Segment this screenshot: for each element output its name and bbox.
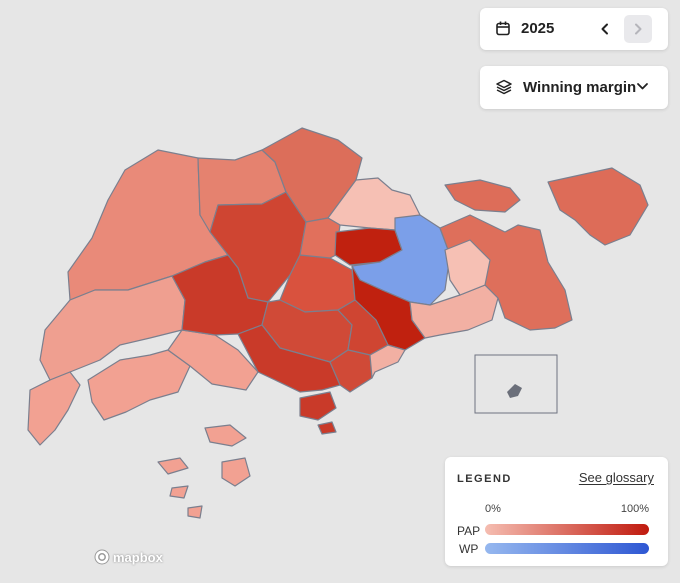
selected-year: 2025 [521,20,555,37]
map-region-pasir-ris-light[interactable] [444,239,491,296]
chevron-down-icon [636,80,649,98]
map-region-mountbatten[interactable] [369,344,406,379]
legend-pap-gradient [485,524,649,535]
map-region-sengkang[interactable] [327,177,421,231]
map-region-punggol[interactable] [299,217,341,259]
layers-icon [496,79,512,100]
legend-pap-label: PAP [457,524,481,538]
legend-panel: LEGEND See glossary 0% 100% PAP WP [445,457,668,566]
see-glossary-link[interactable]: See glossary [578,470,654,485]
map-region-tuas[interactable] [27,371,81,446]
map-region-island-2[interactable] [157,457,189,475]
legend-title: LEGEND [457,473,512,485]
mapbox-wordmark: mapbox [113,549,163,565]
map-inset-frame [474,354,558,414]
previous-year-button[interactable] [592,16,618,42]
legend-wp-label: WP [459,542,479,556]
map-region-island-3[interactable] [221,457,251,487]
map-region-island-6[interactable] [317,421,337,435]
calendar-icon [496,21,510,41]
layer-dropdown[interactable]: Winning margin [480,66,668,109]
map-region-east-coast[interactable] [409,284,499,339]
map-region-west-coast[interactable] [87,349,191,421]
year-selector: 2025 [480,8,668,50]
next-year-button[interactable] [624,15,652,43]
map-region-sentosa[interactable] [299,391,337,421]
map-attribution[interactable]: mapbox [94,549,163,565]
legend-scale-min: 0% [485,503,501,515]
map-region-island-5[interactable] [187,505,203,519]
mapbox-logo-icon [94,549,110,565]
map-region-jurong[interactable] [39,275,186,381]
legend-wp-gradient [485,543,649,554]
map-region-island-1[interactable] [204,424,247,447]
map-region-central-north[interactable] [209,191,307,303]
map-region-island-4[interactable] [169,485,189,499]
map-region-pulau-tekong[interactable] [547,167,649,246]
map-region-west-coast-2[interactable] [167,329,259,391]
chevron-right-icon [635,23,642,35]
chevron-left-icon [601,23,608,35]
map-inset-island [507,384,522,398]
map-region-pulau-ubin[interactable] [444,179,521,213]
legend-scale-max: 100% [620,503,649,515]
layer-label: Winning margin [523,79,637,96]
